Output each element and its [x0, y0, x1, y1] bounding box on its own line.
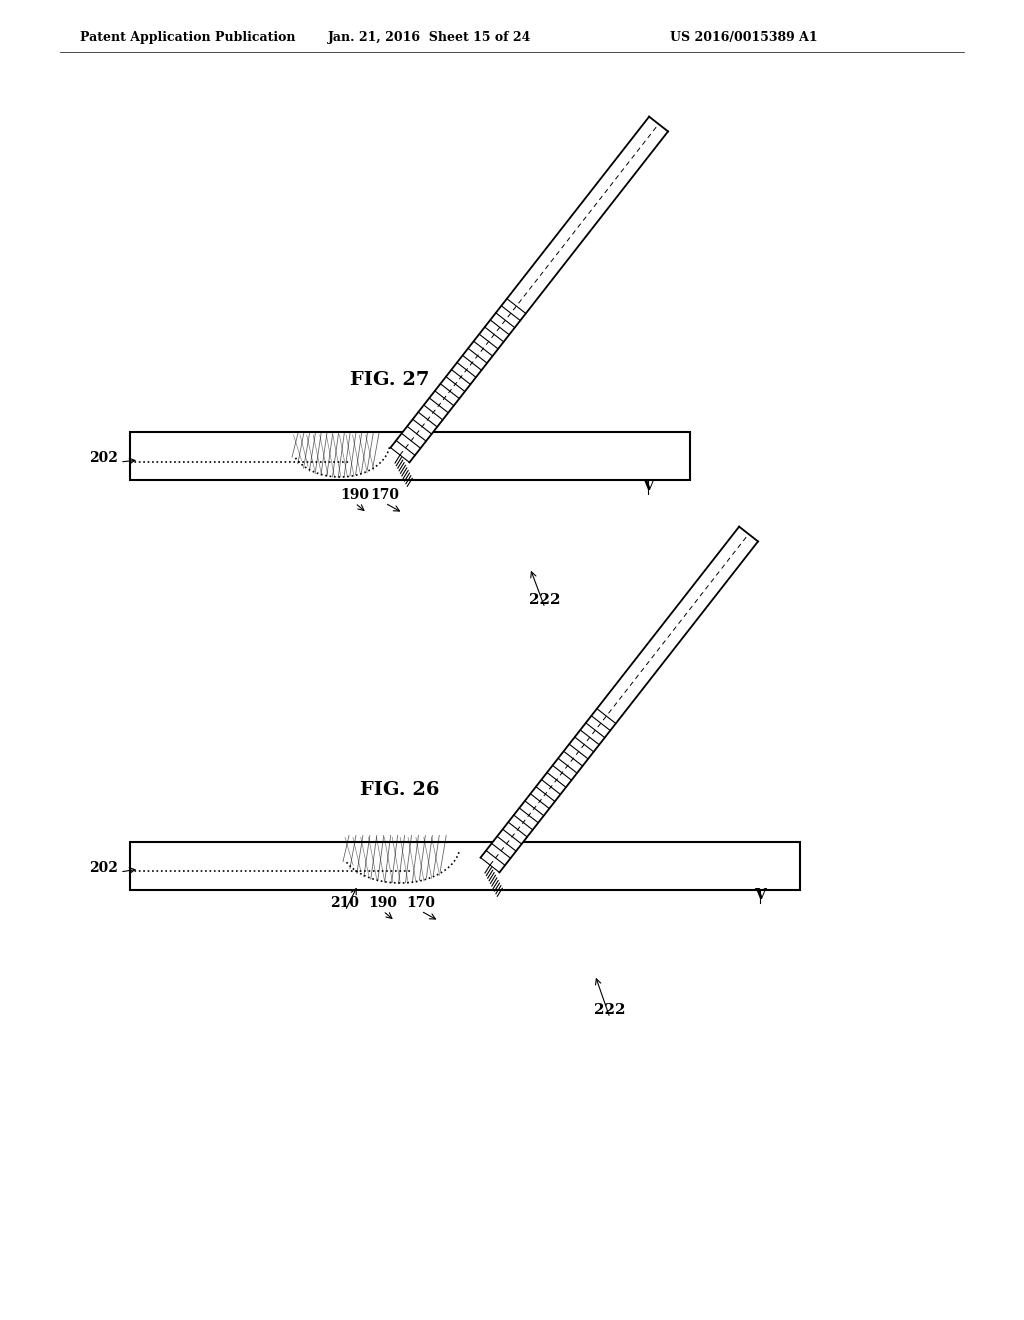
- Text: Jan. 21, 2016  Sheet 15 of 24: Jan. 21, 2016 Sheet 15 of 24: [329, 32, 531, 45]
- Text: 190: 190: [369, 896, 397, 909]
- Text: 202: 202: [89, 451, 118, 465]
- Text: 222: 222: [529, 593, 561, 607]
- Bar: [130, 432, 690, 480]
- Text: US 2016/0015389 A1: US 2016/0015389 A1: [670, 32, 817, 45]
- Bar: [130, 842, 800, 890]
- Text: 202: 202: [89, 861, 118, 875]
- Text: 170: 170: [407, 896, 435, 909]
- Polygon shape: [480, 527, 758, 873]
- Text: 190: 190: [341, 488, 370, 502]
- Text: 222: 222: [594, 1003, 626, 1016]
- Text: 210: 210: [331, 896, 359, 909]
- Text: V: V: [642, 479, 654, 492]
- Text: Patent Application Publication: Patent Application Publication: [80, 32, 296, 45]
- Text: 170: 170: [371, 488, 399, 502]
- Text: V: V: [754, 888, 766, 902]
- Text: FIG. 26: FIG. 26: [360, 781, 439, 799]
- Polygon shape: [390, 116, 668, 462]
- Text: FIG. 27: FIG. 27: [350, 371, 430, 389]
